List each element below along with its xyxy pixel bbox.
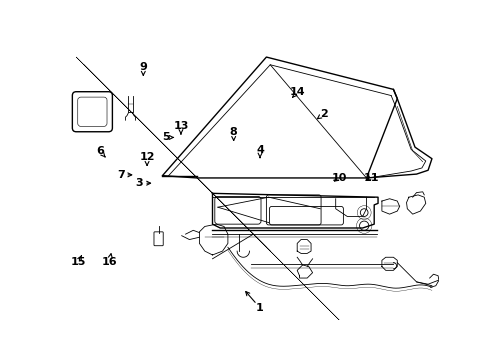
Text: 8: 8 (229, 127, 237, 137)
Text: 14: 14 (289, 87, 305, 97)
Text: 2: 2 (320, 109, 327, 119)
Text: 15: 15 (70, 257, 86, 267)
Text: 3: 3 (136, 178, 143, 188)
Text: 11: 11 (363, 173, 378, 183)
Text: 16: 16 (102, 257, 117, 267)
Text: 5: 5 (162, 132, 169, 143)
Text: 6: 6 (96, 146, 104, 156)
Text: 9: 9 (139, 62, 147, 72)
Text: 13: 13 (173, 121, 188, 131)
Text: 4: 4 (256, 145, 264, 155)
Text: 1: 1 (256, 303, 264, 313)
Text: 12: 12 (139, 152, 155, 162)
Text: 10: 10 (331, 173, 346, 183)
Text: 7: 7 (117, 170, 124, 180)
